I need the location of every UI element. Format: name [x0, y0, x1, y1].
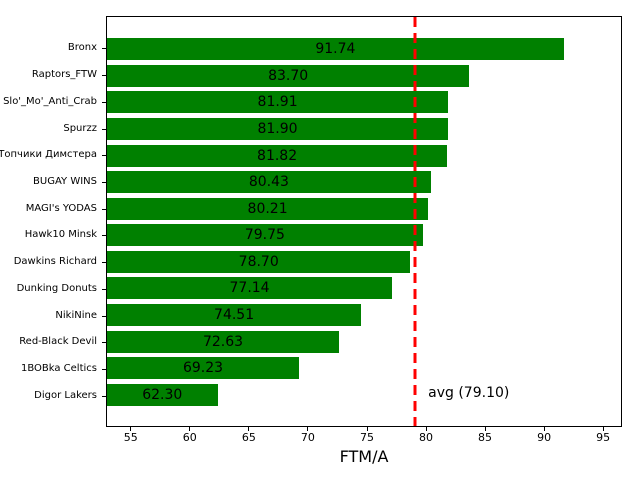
y-tick-mark	[102, 315, 106, 317]
y-tick-label: Hawk10 Minsk	[24, 229, 97, 241]
bar-value-label: 80.21	[247, 200, 288, 217]
bar: 74.51	[107, 304, 362, 327]
x-tick-label: 60	[182, 431, 197, 444]
y-tick-label: Топчики Димстера	[0, 149, 97, 161]
bar: 72.63	[107, 330, 340, 353]
x-tick-label: 75	[360, 431, 374, 444]
bar-value-label: 77.14	[229, 280, 270, 297]
y-tick-label: Spurzz	[63, 122, 97, 134]
y-tick-mark	[102, 128, 106, 130]
plot-area: 91.74 83.70 81.91 81.90 81.82 80.43 80.21 79.75…	[106, 16, 622, 427]
bar-value-label: 62.30	[142, 386, 183, 403]
y-tick-label: NikiNine	[55, 309, 97, 321]
x-tick-label: 95	[596, 431, 611, 444]
x-tick-mark	[425, 427, 427, 431]
bar-value-label: 80.43	[248, 174, 289, 191]
bar-row: 62.30	[107, 382, 621, 409]
bar-row: 69.23	[107, 355, 621, 382]
bar: 91.74	[107, 38, 564, 61]
y-tick-label: Digor Lakers	[34, 389, 97, 401]
bar-row: 81.91	[107, 89, 621, 116]
bar-row: 74.51	[107, 302, 621, 329]
y-tick-label: BUGAY WINS	[33, 175, 97, 187]
y-tick-label: Bronx	[67, 42, 97, 54]
bar-value-label: 72.63	[202, 333, 244, 350]
bar-row: 81.90	[107, 116, 621, 143]
y-tick-label: Slo'_Mo'_Anti_Crab	[3, 95, 97, 107]
y-tick-mark	[102, 155, 106, 157]
x-tick-mark	[543, 427, 545, 431]
y-tick-label: 1BOBka Celtics	[20, 362, 97, 374]
bar-row: 80.21	[107, 195, 621, 222]
bar-row: 80.43	[107, 169, 621, 196]
y-tick-label: Red-Black Devil	[19, 336, 97, 348]
x-tick-mark	[307, 427, 309, 431]
x-tick-mark	[366, 427, 368, 431]
y-tick-mark	[102, 288, 106, 290]
bar-value-label: 79.75	[244, 227, 285, 244]
x-tick-label: 70	[300, 431, 315, 444]
y-tick-mark	[102, 368, 106, 370]
x-tick-label: 55	[123, 431, 138, 444]
y-tick-mark	[102, 181, 106, 183]
y-tick-mark	[102, 342, 106, 344]
average-line-label: avg (79.10)	[428, 385, 510, 401]
bar-value-label: 81.91	[257, 94, 298, 111]
bar: 81.91	[107, 91, 449, 114]
bar-value-label: 81.82	[257, 147, 298, 164]
y-tick-mark	[102, 208, 106, 210]
bar-row: 83.70	[107, 63, 621, 90]
x-tick-label: 65	[241, 431, 256, 444]
bar-value-label: 74.51	[214, 307, 255, 324]
x-tick-mark	[130, 427, 132, 431]
bars-container: 91.74 83.70 81.91 81.90 81.82 80.43 80.21 79.75…	[107, 17, 621, 426]
bar: 69.23	[107, 357, 300, 380]
bar-row: 79.75	[107, 222, 621, 249]
bar: 62.30	[107, 383, 218, 406]
y-tick-label: Dawkins Richard	[13, 256, 97, 268]
bar: 81.82	[107, 144, 448, 167]
y-tick-mark	[102, 75, 106, 77]
bar-row: 78.70	[107, 249, 621, 276]
y-tick-mark	[102, 262, 106, 264]
y-tick-mark	[102, 101, 106, 103]
y-tick-label: Dunking Donuts	[16, 282, 97, 294]
bar-row: 72.63	[107, 328, 621, 355]
bar-value-label: 83.70	[268, 67, 309, 84]
y-tick-mark	[102, 395, 106, 397]
bar: 80.21	[107, 197, 429, 220]
average-line	[413, 17, 417, 426]
bar: 78.70	[107, 250, 411, 273]
bar-value-label: 81.90	[257, 121, 298, 138]
y-tick-mark	[102, 48, 106, 50]
bar: 83.70	[107, 64, 470, 87]
y-tick-label: Raptors_FTW	[31, 69, 97, 81]
x-tick-label: 85	[478, 431, 492, 444]
bar: 77.14	[107, 277, 393, 300]
x-tick-label: 80	[419, 431, 433, 444]
x-tick-mark	[189, 427, 191, 431]
bar-value-label: 78.70	[238, 253, 279, 270]
x-tick-mark	[248, 427, 250, 431]
x-tick-mark	[484, 427, 486, 431]
bar-row: 91.74	[107, 36, 621, 63]
x-tick-mark	[602, 427, 604, 431]
y-tick-mark	[102, 235, 106, 237]
bar: 79.75	[107, 224, 423, 247]
bar-value-label: 69.23	[182, 360, 224, 377]
x-tick-label: 90	[537, 431, 552, 444]
bar-value-label: 91.74	[315, 41, 356, 58]
bar: 80.43	[107, 171, 431, 194]
x-axis-title: FTM/A	[339, 447, 389, 466]
bar-row: 81.82	[107, 142, 621, 169]
bar: 81.90	[107, 118, 449, 141]
y-tick-label: MAGI's YODAS	[25, 202, 97, 214]
bar-row: 77.14	[107, 275, 621, 302]
